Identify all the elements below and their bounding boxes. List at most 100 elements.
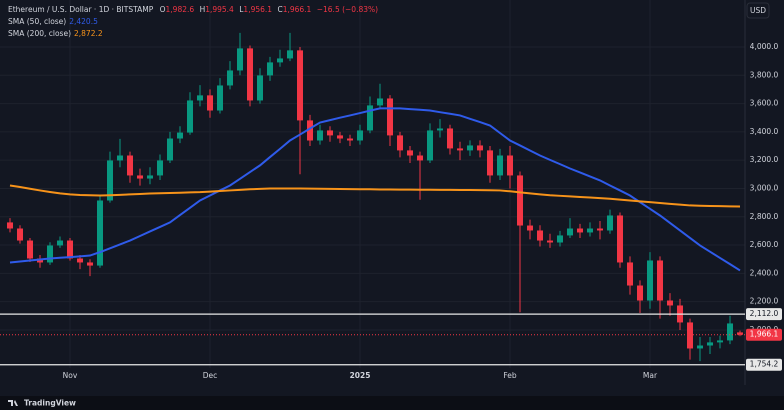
candle-body [127, 155, 133, 176]
y-tick-label: 4,000.0 [750, 42, 779, 51]
candle-body [587, 228, 593, 233]
candle-body [647, 260, 653, 301]
x-tick-label: Feb [503, 371, 517, 380]
sma-name: SMA (200, close) [8, 29, 71, 38]
x-tick-label: Mar [643, 371, 658, 380]
candle-body [27, 240, 33, 259]
candle-body [417, 155, 423, 161]
candle-body [657, 260, 663, 301]
candle-body [447, 128, 453, 149]
sma-value: 2,420.5 [69, 17, 98, 26]
candle-body [717, 340, 723, 343]
sma-line [9, 107, 741, 272]
candle-body [247, 48, 253, 101]
candle-body [337, 135, 343, 139]
y-tick-label: 3,200.0 [750, 155, 779, 164]
candle-body [7, 222, 13, 229]
candle-body [727, 323, 733, 341]
y-tick-label: 3,000.0 [750, 183, 779, 192]
candle-body [307, 120, 313, 141]
candle-body [527, 225, 533, 231]
symbol: Ethereum / U.S. Dollar · 1D · BITSTAMP [8, 5, 154, 14]
candle-body [637, 285, 643, 301]
sma-name: SMA (50, close) [8, 17, 66, 26]
candle-body [577, 228, 583, 233]
ohlc-value: 1,995.4 [205, 5, 234, 14]
footer [0, 396, 784, 410]
candle-body [507, 155, 513, 176]
ohlc-value: 1,982.6 [166, 5, 195, 14]
candle-body [197, 95, 203, 101]
candle-body [567, 228, 573, 236]
candle-body [217, 85, 223, 111]
sma-line [9, 184, 741, 208]
candle-body [367, 105, 373, 131]
candle-body [457, 148, 463, 151]
y-tick-label: 2,600.0 [750, 240, 779, 249]
level-label: 1,754.2 [750, 360, 779, 369]
candle-body [107, 160, 113, 201]
level-tag [746, 308, 782, 321]
ohlc-key: O [160, 5, 166, 14]
candle-body [287, 50, 293, 59]
candle-body [667, 300, 673, 306]
candle-body [557, 235, 563, 243]
x-tick-label: Nov [63, 371, 78, 380]
candle-body [517, 175, 523, 226]
candle-body [497, 155, 503, 176]
candle-body [387, 98, 393, 136]
candle-body [687, 322, 693, 349]
level-tag [746, 358, 782, 371]
candle-body [177, 132, 183, 139]
ohlc-value: 1,956.1 [243, 5, 272, 14]
candle-body [267, 62, 273, 76]
candle-body [437, 128, 443, 131]
last-price-label: 1,966.1 [750, 330, 779, 339]
ohlc-value: 1,966.1 [283, 5, 312, 14]
candle-body [297, 50, 303, 121]
y-tick-label: 2,800.0 [750, 212, 779, 221]
currency[interactable]: USD [750, 6, 766, 15]
candle-body [237, 48, 243, 71]
x-tick-label: Dec [203, 371, 218, 380]
candle-body [597, 228, 603, 231]
candle-body [147, 175, 153, 179]
y-tick-label: 2,200.0 [750, 297, 779, 306]
y-tick-label: 3,400.0 [750, 127, 779, 136]
candle-body [347, 138, 353, 141]
candle-body [257, 75, 263, 101]
symbol-line: Ethereum / U.S. Dollar · 1D · BITSTAMP O… [8, 5, 378, 14]
candle-body [137, 175, 143, 179]
candle-body [277, 58, 283, 63]
candle-body [327, 130, 333, 136]
candle-body [537, 230, 543, 241]
candle-body [477, 145, 483, 151]
y-tick-label: 3,800.0 [750, 70, 779, 79]
candle-body [627, 262, 633, 286]
currency-button[interactable] [746, 2, 770, 19]
sma-legend: SMA (50, close) 2,420.5 [8, 17, 98, 26]
candle-body [207, 95, 213, 111]
candle-body [17, 228, 23, 241]
candle-body [427, 130, 433, 161]
candle-body [57, 240, 63, 246]
candle-body [397, 135, 403, 151]
brand-logo [8, 400, 18, 406]
y-tick-label: 3,600.0 [750, 99, 779, 108]
candle-body [317, 130, 323, 141]
candle-body [187, 100, 193, 133]
candle-body [607, 215, 613, 231]
candle-body [77, 258, 83, 263]
candle-body [697, 345, 703, 349]
last-price-tag [746, 328, 782, 341]
brand: TradingView [24, 399, 76, 408]
candle-body [97, 200, 103, 266]
candle-body [407, 150, 413, 156]
candle-body [117, 155, 123, 161]
x-tick-label: 2025 [350, 371, 371, 380]
ohlc-key: L [239, 5, 244, 14]
y-tick-label: 2,400.0 [750, 268, 779, 277]
candle-body [47, 245, 53, 263]
candle-body [737, 332, 743, 335]
